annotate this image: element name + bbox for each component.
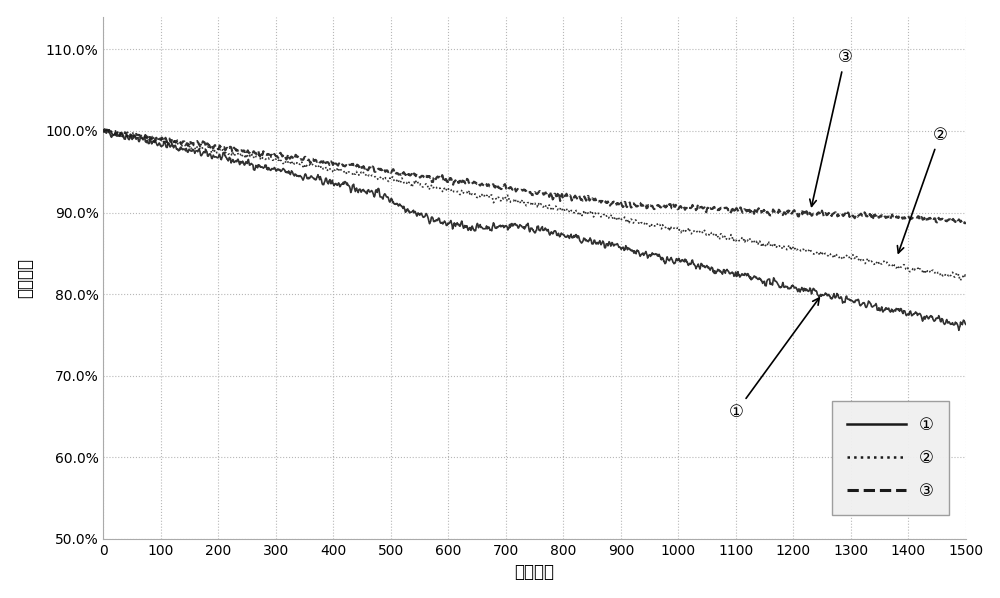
- Y-axis label: 放电容量: 放电容量: [17, 258, 35, 298]
- Text: ③: ③: [810, 48, 852, 206]
- Legend: ①, ②, ③: ①, ②, ③: [832, 401, 949, 515]
- Text: ②: ②: [897, 126, 947, 253]
- Text: ①: ①: [728, 298, 819, 422]
- X-axis label: 循环次数: 循环次数: [515, 563, 555, 581]
